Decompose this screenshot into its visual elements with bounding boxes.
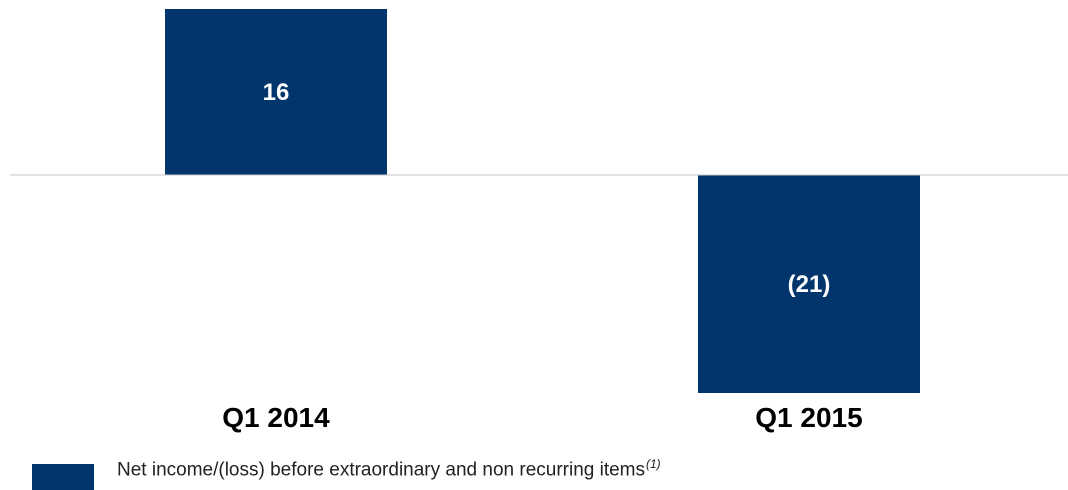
category-label-q1-2014: Q1 2014: [222, 402, 330, 433]
data-label-q1-2014: 16: [263, 79, 290, 106]
legend-footnote-marker: (1): [646, 456, 661, 471]
legend-series-name: Net income/(loss) before extraordinary a…: [117, 459, 646, 481]
bar-q1-2015: [698, 175, 920, 393]
legend-label: Net income/(loss) before extraordinary a…: [117, 451, 661, 483]
data-label-q1-2015: (21): [788, 271, 831, 298]
legend-swatch: [32, 464, 94, 490]
category-label-q1-2015: Q1 2015: [755, 402, 862, 433]
legend: Net income/(loss) before extraordinary a…: [32, 457, 661, 490]
bar-q1-2014: [165, 9, 387, 176]
